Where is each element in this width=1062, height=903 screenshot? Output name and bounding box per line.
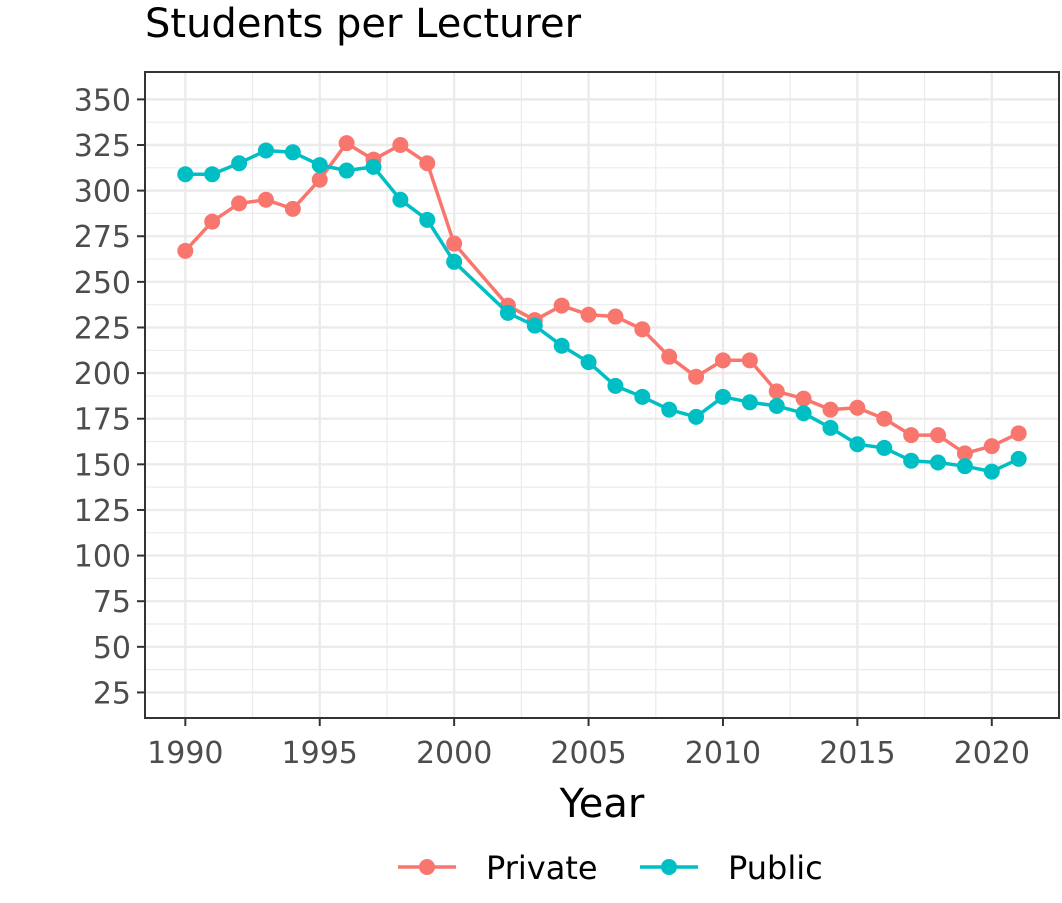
point-private-2020 xyxy=(983,438,1000,455)
point-public-2006 xyxy=(607,377,624,394)
series-layer xyxy=(177,135,1027,480)
y-tick-label: 50 xyxy=(93,631,131,666)
point-private-2010 xyxy=(714,352,731,369)
grid-minor xyxy=(145,72,1059,718)
point-public-2020 xyxy=(983,463,1000,480)
point-public-2019 xyxy=(956,458,973,475)
point-public-1992 xyxy=(231,155,248,172)
point-public-1997 xyxy=(365,158,382,175)
y-tick-label: 350 xyxy=(74,83,131,118)
point-private-2006 xyxy=(607,308,624,325)
legend: Private Public xyxy=(398,849,823,887)
point-private-1993 xyxy=(257,191,274,208)
legend-item-private: Private xyxy=(398,849,598,887)
point-private-2016 xyxy=(876,410,893,427)
y-tick-label: 25 xyxy=(93,676,131,711)
point-public-2017 xyxy=(903,452,920,469)
point-public-2008 xyxy=(661,401,678,418)
legend-label-public: Public xyxy=(728,849,823,887)
y-tick-label: 125 xyxy=(74,494,131,529)
y-tick-label: 200 xyxy=(74,357,131,392)
y-tick-label: 250 xyxy=(74,266,131,301)
y-tick-label: 75 xyxy=(93,585,131,620)
grid-major xyxy=(145,72,1059,718)
point-private-1994 xyxy=(284,200,301,217)
point-public-2000 xyxy=(446,253,463,270)
point-private-2009 xyxy=(688,368,705,385)
point-private-1991 xyxy=(204,213,221,230)
y-tick-label: 100 xyxy=(74,540,131,575)
legend-label-private: Private xyxy=(486,849,598,887)
point-public-1996 xyxy=(338,162,355,179)
point-public-2004 xyxy=(553,337,570,354)
point-private-1992 xyxy=(231,195,248,212)
chart-title: Students per Lecturer xyxy=(145,1,582,47)
point-private-2004 xyxy=(553,297,570,314)
y-axis: 25 50 75 100 125 150 175 200 225 250 275 300 325 350 xyxy=(74,83,145,711)
point-public-2009 xyxy=(688,408,705,425)
point-private-2013 xyxy=(795,390,812,407)
point-public-2010 xyxy=(714,388,731,405)
y-tick-label: 150 xyxy=(74,448,131,483)
x-tick-label: 1990 xyxy=(147,736,223,771)
point-public-2005 xyxy=(580,354,597,371)
point-public-1995 xyxy=(311,157,328,174)
y-tick-label: 275 xyxy=(74,220,131,255)
point-public-2002 xyxy=(499,304,516,321)
point-public-1994 xyxy=(284,144,301,161)
plot-background xyxy=(145,72,1059,718)
point-private-2008 xyxy=(661,348,678,365)
point-public-2007 xyxy=(634,388,651,405)
x-tick-label: 2010 xyxy=(685,736,761,771)
point-public-2011 xyxy=(741,394,758,411)
point-private-2015 xyxy=(849,399,866,416)
point-private-2017 xyxy=(903,427,920,444)
point-public-2003 xyxy=(526,317,543,334)
point-public-2014 xyxy=(822,419,839,436)
point-private-2021 xyxy=(1010,425,1027,442)
point-public-1998 xyxy=(392,191,409,208)
point-private-2000 xyxy=(446,235,463,252)
point-private-2011 xyxy=(741,352,758,369)
point-public-2012 xyxy=(768,397,785,414)
legend-item-public: Public xyxy=(640,849,823,887)
point-public-2016 xyxy=(876,439,893,456)
x-tick-label: 2005 xyxy=(550,736,626,771)
point-public-1999 xyxy=(419,211,436,228)
point-public-2021 xyxy=(1010,450,1027,467)
x-tick-label: 1995 xyxy=(282,736,358,771)
x-tick-label: 2020 xyxy=(954,736,1030,771)
y-tick-label: 225 xyxy=(74,311,131,346)
point-private-1999 xyxy=(419,155,436,172)
point-public-2013 xyxy=(795,405,812,422)
y-tick-label: 175 xyxy=(74,403,131,438)
point-private-2007 xyxy=(634,321,651,338)
point-private-1996 xyxy=(338,135,355,152)
y-tick-label: 300 xyxy=(74,175,131,210)
x-axis: 1990 1995 2000 2005 2010 2015 2020 xyxy=(147,718,1030,771)
point-public-2018 xyxy=(930,454,947,471)
point-private-2018 xyxy=(930,427,947,444)
x-tick-label: 2015 xyxy=(819,736,895,771)
point-public-2015 xyxy=(849,436,866,453)
point-private-2012 xyxy=(768,383,785,400)
point-private-1998 xyxy=(392,136,409,153)
point-public-1991 xyxy=(204,166,221,183)
point-private-2019 xyxy=(956,445,973,462)
x-axis-title: Year xyxy=(559,781,645,827)
x-tick-label: 2000 xyxy=(416,736,492,771)
point-public-1990 xyxy=(177,166,194,183)
legend-key-point-private xyxy=(419,859,435,875)
point-public-1993 xyxy=(257,142,274,159)
point-private-1995 xyxy=(311,171,328,188)
point-private-1990 xyxy=(177,242,194,259)
point-private-2014 xyxy=(822,401,839,418)
legend-key-point-public xyxy=(661,859,677,875)
point-private-2005 xyxy=(580,306,597,323)
plot-panel-border xyxy=(144,71,1060,719)
y-tick-label: 325 xyxy=(74,129,131,164)
